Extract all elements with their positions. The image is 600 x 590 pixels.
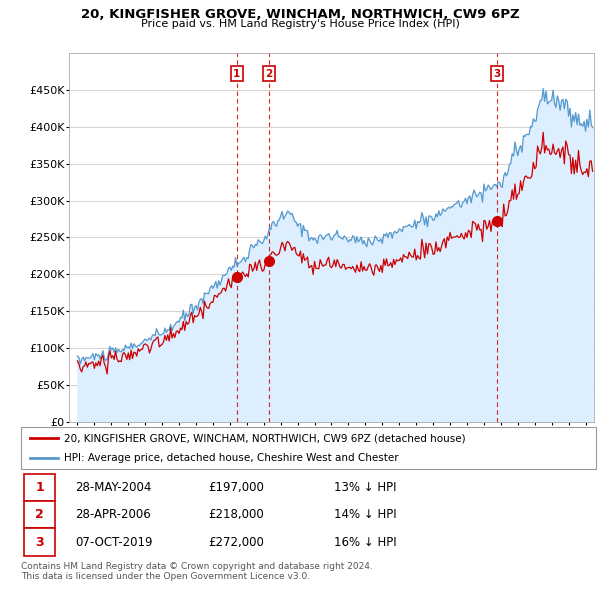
FancyBboxPatch shape bbox=[24, 474, 55, 501]
Text: 2: 2 bbox=[35, 508, 44, 522]
Text: HPI: Average price, detached house, Cheshire West and Chester: HPI: Average price, detached house, Ches… bbox=[64, 454, 399, 463]
Text: 20, KINGFISHER GROVE, WINCHAM, NORTHWICH, CW9 6PZ (detached house): 20, KINGFISHER GROVE, WINCHAM, NORTHWICH… bbox=[64, 433, 466, 443]
Text: 13% ↓ HPI: 13% ↓ HPI bbox=[334, 481, 397, 494]
FancyBboxPatch shape bbox=[24, 529, 55, 556]
Text: 20, KINGFISHER GROVE, WINCHAM, NORTHWICH, CW9 6PZ: 20, KINGFISHER GROVE, WINCHAM, NORTHWICH… bbox=[80, 8, 520, 21]
Text: This data is licensed under the Open Government Licence v3.0.: This data is licensed under the Open Gov… bbox=[21, 572, 310, 581]
Text: 16% ↓ HPI: 16% ↓ HPI bbox=[334, 536, 397, 549]
Text: 14% ↓ HPI: 14% ↓ HPI bbox=[334, 508, 397, 522]
Text: 07-OCT-2019: 07-OCT-2019 bbox=[76, 536, 153, 549]
Text: 1: 1 bbox=[233, 69, 241, 78]
Text: Contains HM Land Registry data © Crown copyright and database right 2024.: Contains HM Land Registry data © Crown c… bbox=[21, 562, 373, 571]
Text: Price paid vs. HM Land Registry's House Price Index (HPI): Price paid vs. HM Land Registry's House … bbox=[140, 19, 460, 30]
Text: 28-MAY-2004: 28-MAY-2004 bbox=[76, 481, 152, 494]
Text: 3: 3 bbox=[35, 536, 44, 549]
FancyBboxPatch shape bbox=[21, 427, 596, 469]
FancyBboxPatch shape bbox=[24, 501, 55, 529]
Text: 1: 1 bbox=[35, 481, 44, 494]
Text: 28-APR-2006: 28-APR-2006 bbox=[76, 508, 151, 522]
Text: £218,000: £218,000 bbox=[208, 508, 263, 522]
Text: 3: 3 bbox=[493, 69, 500, 78]
Text: £197,000: £197,000 bbox=[208, 481, 263, 494]
Text: 2: 2 bbox=[266, 69, 273, 78]
Text: £272,000: £272,000 bbox=[208, 536, 263, 549]
